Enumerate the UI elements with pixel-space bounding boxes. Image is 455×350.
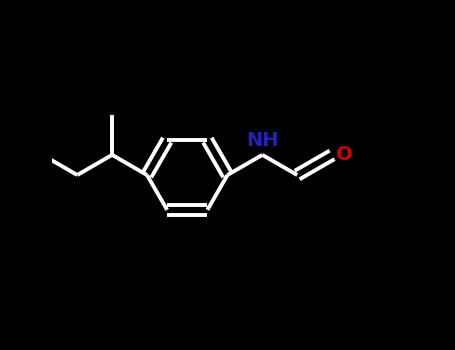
Text: NH: NH: [246, 131, 278, 150]
Text: O: O: [336, 145, 352, 164]
